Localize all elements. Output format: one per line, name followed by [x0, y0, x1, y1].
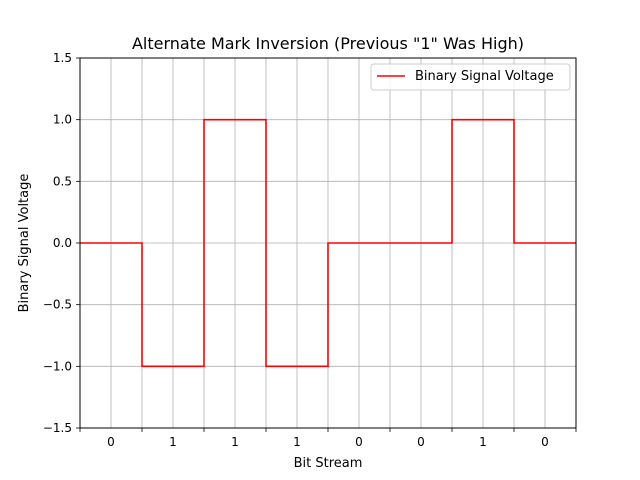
- y-axis-label: Binary Signal Voltage: [17, 174, 32, 313]
- y-tick-label: 1.0: [53, 113, 72, 127]
- y-tick-label: −1.0: [43, 359, 72, 373]
- x-tick-label: 1: [293, 435, 301, 449]
- legend-box: [370, 63, 571, 91]
- legend: Binary Signal Voltage: [370, 63, 571, 91]
- x-tick-label: 0: [417, 435, 425, 449]
- ticks: −1.5 −1.0 −0.5 0.0 0.5 1.0 1.5 0 1 1 1 0 0 1 0: [43, 51, 577, 449]
- series-line: [80, 118, 576, 368]
- y-tick-label: 0.5: [53, 174, 72, 188]
- x-tick-label: 1: [169, 435, 177, 449]
- y-tick-label: −0.5: [43, 298, 72, 312]
- y-tick-label: −1.5: [43, 421, 72, 435]
- legend-label: Binary Signal Voltage: [415, 69, 554, 84]
- x-tick-label: 1: [479, 435, 487, 449]
- x-tick-label: 1: [231, 435, 239, 449]
- x-axis-label: Bit Stream: [294, 456, 363, 471]
- series-layer: [80, 118, 576, 368]
- x-tick-label: 0: [355, 435, 363, 449]
- plot-frame: [79, 57, 577, 429]
- y-tick-label: 1.5: [53, 51, 72, 65]
- y-tick-label: 0.0: [53, 236, 72, 250]
- x-tick-label: 0: [541, 435, 549, 449]
- chart-title: Alternate Mark Inversion (Previous "1" W…: [132, 34, 524, 53]
- x-tick-label: 0: [107, 435, 115, 449]
